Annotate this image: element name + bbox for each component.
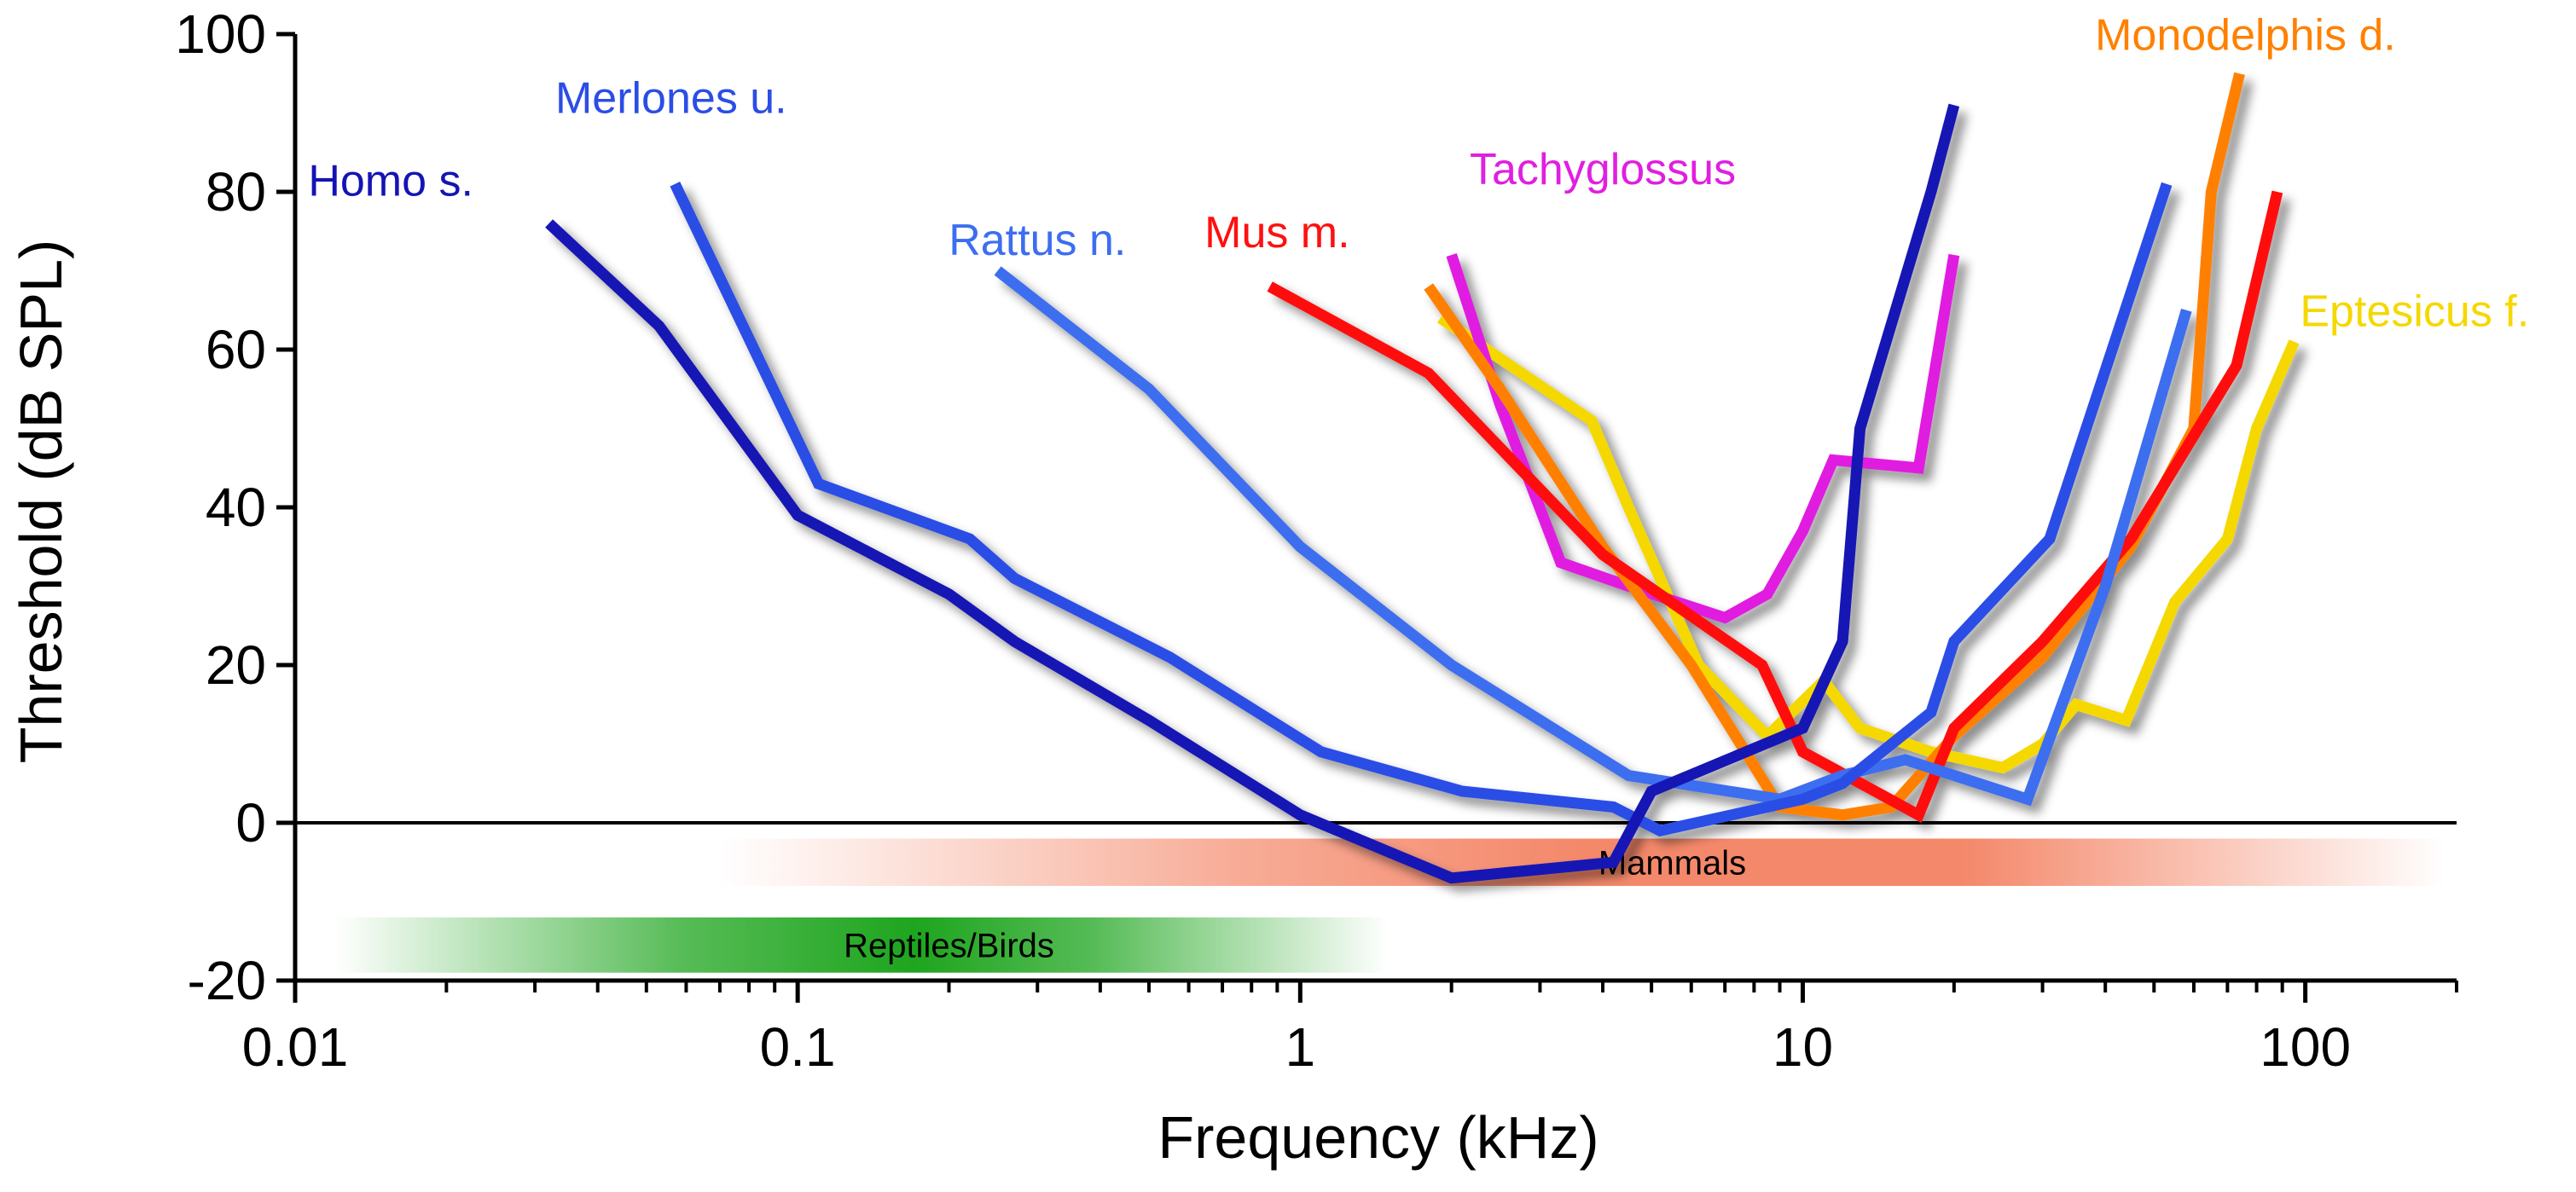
y-tick-label: 0 xyxy=(235,792,266,853)
axes-layer: -20 0 20 40 60 80 100 0.01 0.1 1 10 100 xyxy=(175,3,2458,1078)
band-label-reptiles-birds: Reptiles/Birds xyxy=(844,927,1054,964)
x-tick-label: 0.01 xyxy=(242,1016,349,1078)
series-label-eptesicus-f: Eptesicus f. xyxy=(2300,286,2529,336)
band-reptiles-birds xyxy=(334,917,1390,973)
series-line-homo-s xyxy=(545,103,1960,884)
y-tick-label: 20 xyxy=(206,634,266,696)
y-tick-label: -20 xyxy=(188,950,267,1011)
y-tick-label: 80 xyxy=(206,161,266,223)
y-axis-title: Threshold (dB SPL) xyxy=(8,240,74,764)
series-label-tachyglossus: Tachyglossus xyxy=(1470,145,1736,194)
y-tick-label: 100 xyxy=(175,3,266,65)
y-tick-label: 60 xyxy=(206,319,266,380)
series-line-mus-m xyxy=(1267,190,2283,823)
x-tick-label: 0.1 xyxy=(760,1016,836,1078)
series-label-homo-s: Homo s. xyxy=(308,157,473,206)
series-label-merlones-u: Merlones u. xyxy=(555,74,787,124)
x-tick-label: 100 xyxy=(2260,1016,2351,1078)
labels-layer: Homo s. Merlones u. Rattus n. Mus m. Tachygl… xyxy=(308,11,2529,337)
y-tick-label: 40 xyxy=(206,477,266,538)
series-line-merlones-u xyxy=(670,181,2173,837)
x-tick-label: 1 xyxy=(1285,1016,1316,1078)
series-label-mus-m: Mus m. xyxy=(1204,208,1349,257)
x-axis-title: Frequency (kHz) xyxy=(1157,1104,1598,1171)
series-label-monodelphis-d: Monodelphis d. xyxy=(2095,11,2396,61)
series-layer xyxy=(545,72,2300,884)
series-line-eptesicus-f xyxy=(1436,313,2300,774)
x-tick-label: 10 xyxy=(1772,1016,1833,1078)
series-label-rattus-n: Rattus n. xyxy=(949,216,1126,265)
